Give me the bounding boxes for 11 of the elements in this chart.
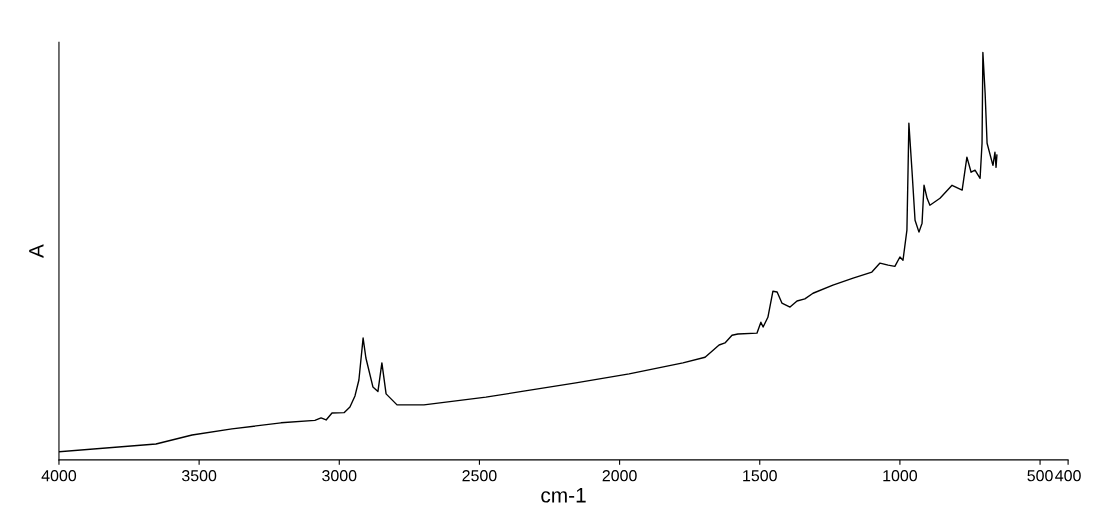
x-tick-label: 1000 <box>883 470 918 482</box>
y-axis-title: A <box>29 244 44 258</box>
x-tick-label: 2500 <box>462 470 497 482</box>
x-tick-label: 2000 <box>602 470 637 482</box>
x-tick-label: 1500 <box>743 470 777 482</box>
x-tick-label: 4000 <box>41 470 77 482</box>
x-tick-label: 3000 <box>322 470 357 482</box>
x-tick-label: 500 <box>1027 470 1053 482</box>
x-axis-title: cm-1 <box>541 488 586 503</box>
x-tick-label: 3500 <box>181 470 217 482</box>
x-tick-label: 400 <box>1055 470 1081 482</box>
